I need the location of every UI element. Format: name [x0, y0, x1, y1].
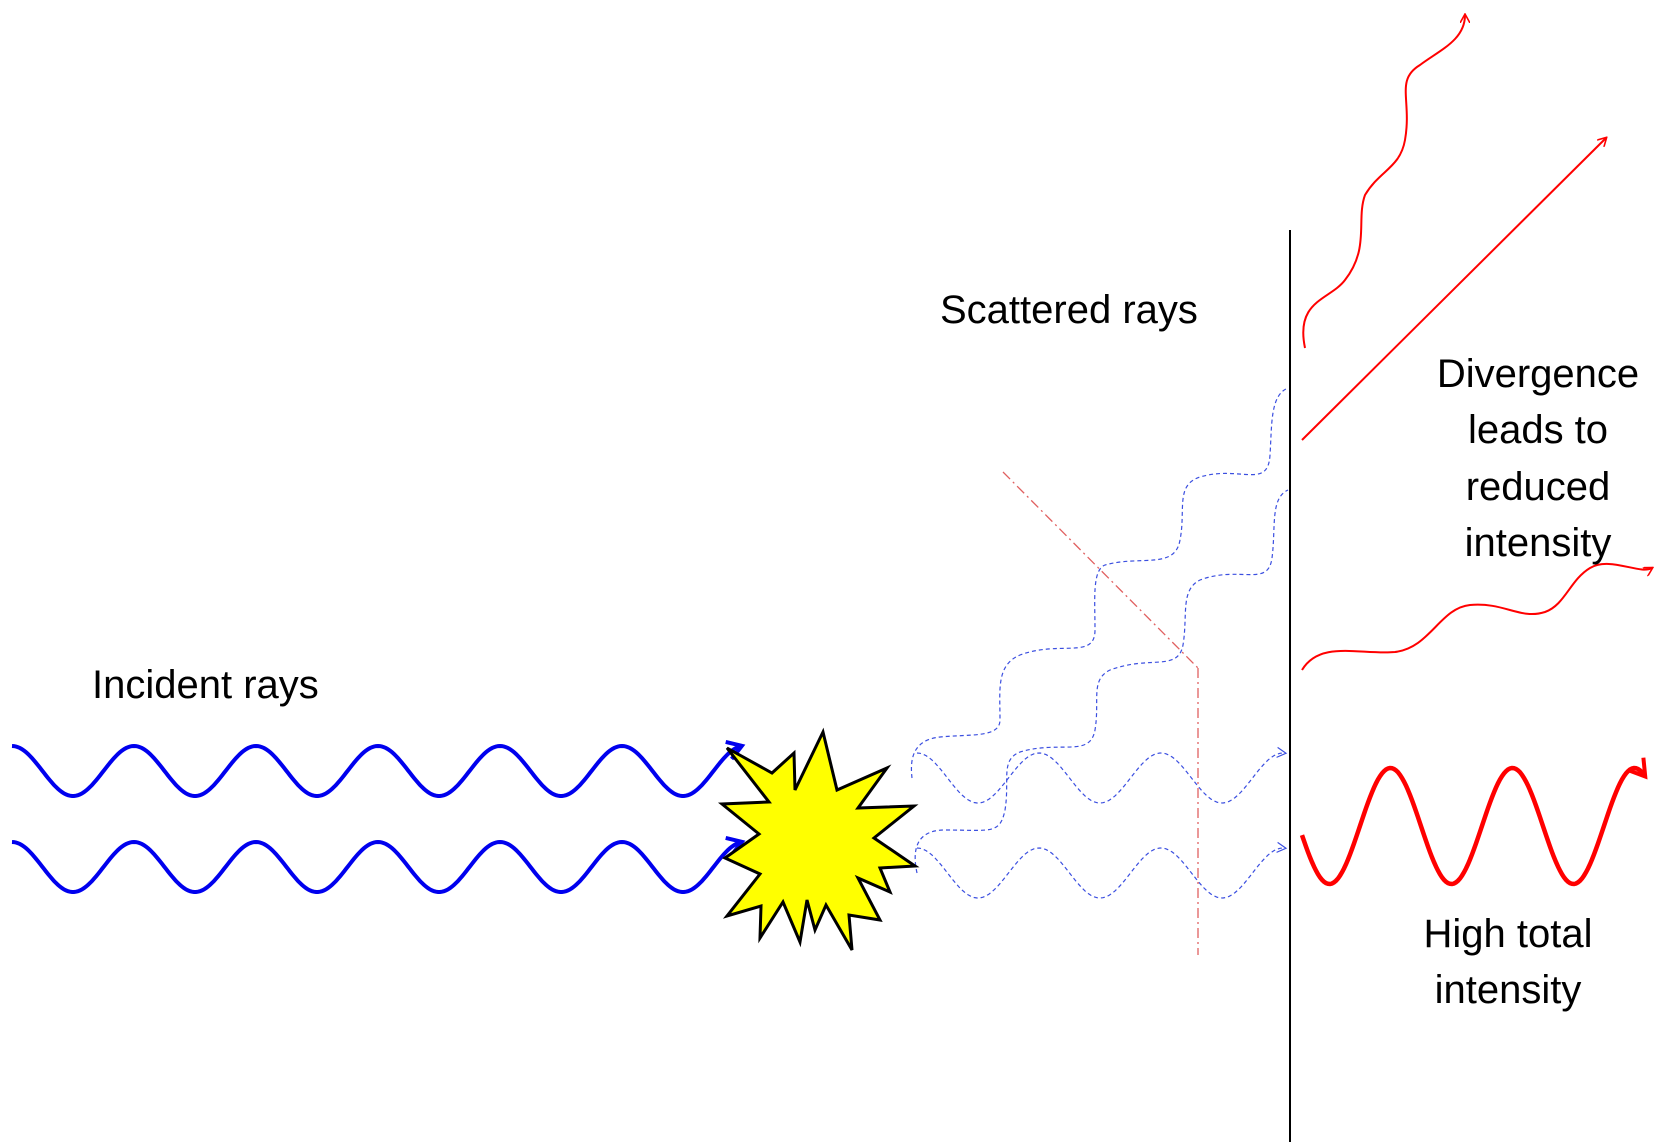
diverging-wavy-ray-upper	[1302, 15, 1465, 349]
divergence-caption-line-3: reduced	[1466, 465, 1611, 509]
divergence-caption-line-1: Divergence	[1437, 352, 1639, 396]
diverging-wavy-ray-lower	[1301, 562, 1652, 671]
incident-ray-2	[11, 836, 746, 894]
divergence-caption-line-2: leads to	[1468, 408, 1608, 452]
coherent-strong-wave	[1299, 757, 1648, 887]
explosion-burst-icon	[717, 727, 920, 951]
scattered-horizontal-ray-2	[916, 848, 1286, 899]
scattered-diagonal-ray-2	[914, 489, 1289, 874]
divergence-caption-line-4: intensity	[1465, 521, 1612, 565]
wavefront-guide-diagonal	[1002, 471, 1199, 669]
incident-ray-1	[11, 740, 746, 798]
scattered-rays-label: Scattered rays	[940, 288, 1198, 332]
divergence-caption: Divergence leads to reduced intensity	[1437, 352, 1639, 565]
high-intensity-caption-line-2: intensity	[1435, 968, 1582, 1012]
outgoing-rays	[1299, 15, 1652, 887]
incident-rays-label: Incident rays	[92, 663, 319, 707]
high-intensity-caption: High total intensity	[1424, 912, 1593, 1012]
diverging-straight-ray	[1301, 138, 1606, 441]
high-intensity-caption-line-1: High total	[1424, 912, 1593, 956]
incident-rays	[11, 740, 746, 894]
scattered-diagonal-ray-1	[910, 387, 1289, 779]
scattered-rays	[910, 387, 1289, 899]
scattered-horizontal-ray-1	[916, 753, 1286, 804]
